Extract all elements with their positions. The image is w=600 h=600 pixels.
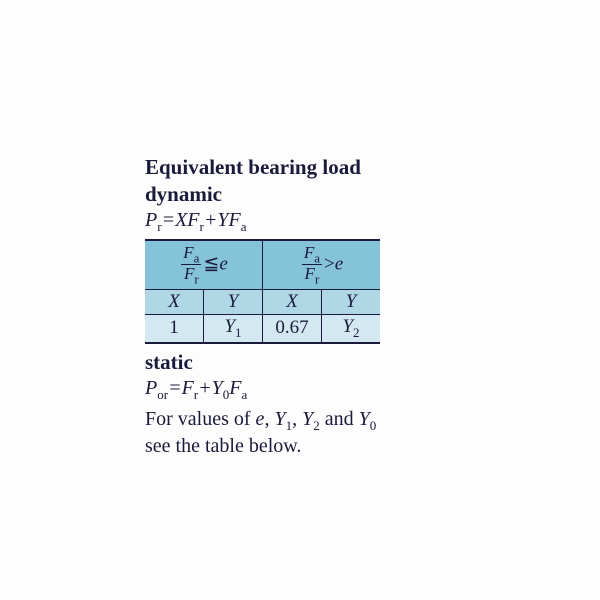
y1s: Y bbox=[224, 316, 235, 337]
val-067: 0.67 bbox=[263, 314, 322, 342]
hdr-Y1: Y bbox=[204, 289, 263, 314]
sfas: a bbox=[241, 387, 247, 402]
val-Y1: Y1 bbox=[204, 314, 263, 342]
dynamic-label: dynamic bbox=[145, 182, 475, 207]
cond-gt-cell: Fa Fr >e bbox=[263, 240, 381, 289]
ny1: Y bbox=[274, 408, 285, 430]
ny0: Y bbox=[359, 408, 370, 430]
seq: = bbox=[168, 377, 182, 399]
nc1: , bbox=[264, 408, 274, 430]
eq: = bbox=[162, 209, 176, 231]
sym-Fr: F bbox=[187, 209, 199, 231]
sym-X: X bbox=[175, 209, 187, 231]
nand: and bbox=[320, 408, 359, 430]
sy0: Y bbox=[212, 377, 223, 399]
sym-Y: Y bbox=[217, 209, 228, 231]
n1: For values of bbox=[145, 408, 256, 430]
load-table: Fa Fr ≦e Fa Fr >e X Y X Y 1 Y1 0.67 Y2 bbox=[145, 239, 380, 344]
por-sub: or bbox=[157, 387, 168, 402]
hdr-Y2: Y bbox=[322, 289, 381, 314]
static-formula: Por=Fr+Y0Fa bbox=[145, 377, 475, 403]
y2s: Y bbox=[342, 316, 353, 337]
fd2: F bbox=[305, 264, 315, 283]
spl: + bbox=[198, 377, 212, 399]
note-text: For values of e, Y1, Y2 and Y0see the ta… bbox=[145, 407, 475, 459]
plus: + bbox=[204, 209, 218, 231]
sfa: F bbox=[229, 377, 241, 399]
hdr-X2: X bbox=[263, 289, 322, 314]
fn2: F bbox=[304, 243, 314, 262]
por: P bbox=[145, 377, 157, 399]
fns: a bbox=[194, 250, 200, 265]
ny0s: 0 bbox=[370, 418, 377, 433]
static-label: static bbox=[145, 350, 475, 375]
frac-le: Fa Fr bbox=[181, 244, 201, 286]
fd: F bbox=[184, 264, 194, 283]
fns2: a bbox=[314, 250, 320, 265]
sfr: F bbox=[182, 377, 194, 399]
val-1: 1 bbox=[145, 314, 204, 342]
y2sub: 2 bbox=[353, 325, 360, 340]
ny2: Y bbox=[302, 408, 313, 430]
nc2: , bbox=[292, 408, 302, 430]
hdr-X1: X bbox=[145, 289, 204, 314]
fn: F bbox=[183, 243, 193, 262]
sym-P: P bbox=[145, 209, 157, 231]
val-Y2: Y2 bbox=[322, 314, 381, 342]
fds: r bbox=[194, 272, 198, 287]
content-block: Equivalent bearing load dynamic Pr=XFr+Y… bbox=[145, 155, 475, 459]
y1sub: 1 bbox=[235, 325, 242, 340]
cond-le-cell: Fa Fr ≦e bbox=[145, 240, 263, 289]
sym-Fa: F bbox=[228, 209, 240, 231]
dynamic-formula: Pr=XFr+YFa bbox=[145, 209, 475, 235]
frac-gt: Fa Fr bbox=[302, 244, 322, 286]
fds2: r bbox=[315, 272, 319, 287]
gt-sym: > bbox=[324, 253, 335, 274]
le-sym: ≦ bbox=[203, 253, 219, 274]
n2: see the table below. bbox=[145, 435, 301, 457]
e2: e bbox=[335, 253, 343, 274]
e1: e bbox=[219, 253, 227, 274]
sub-fa: a bbox=[241, 219, 247, 234]
main-title: Equivalent bearing load bbox=[145, 155, 475, 180]
